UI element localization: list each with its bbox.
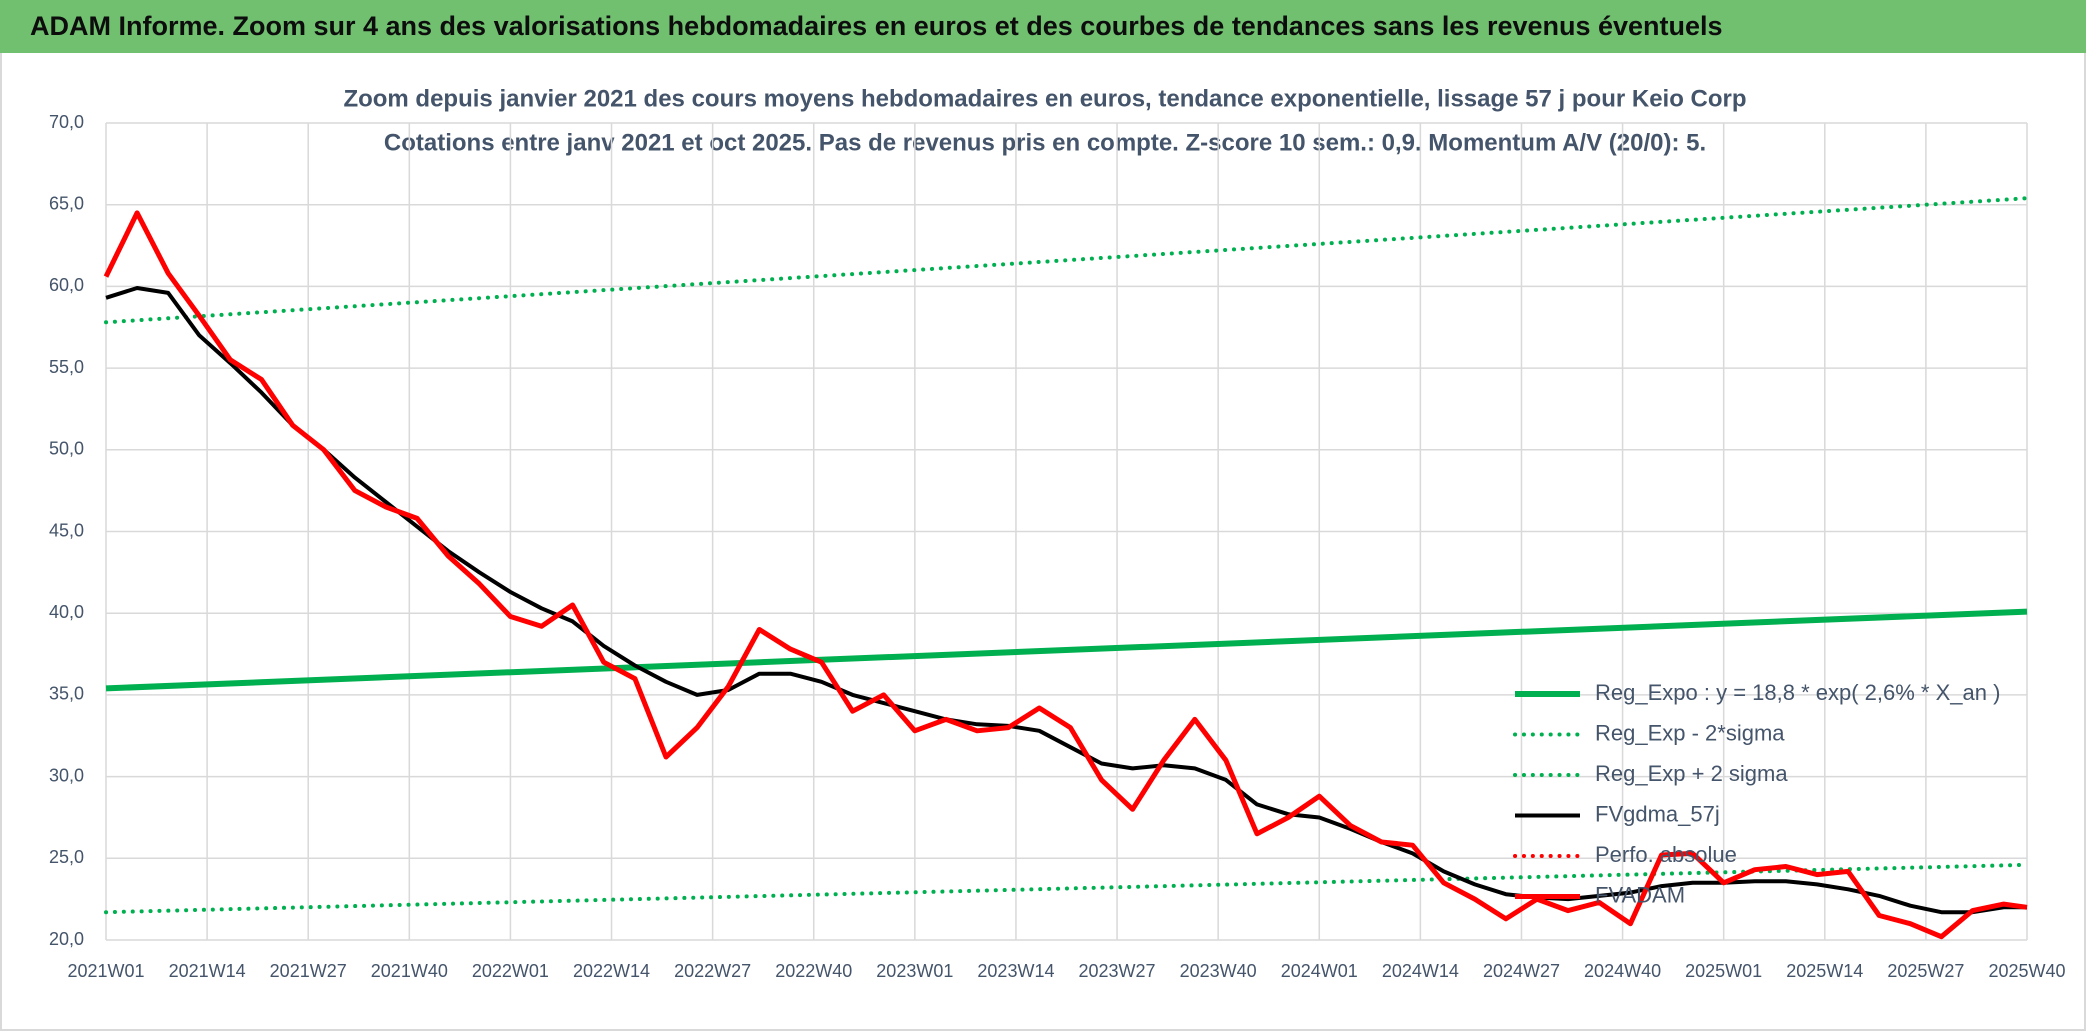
- y-tick-label: 65,0: [49, 193, 84, 213]
- legend-label: Reg_Exp - 2*sigma: [1595, 720, 1785, 745]
- legend-label: Reg_Exp + 2 sigma: [1595, 761, 1788, 786]
- x-tick-label: 2023W01: [876, 961, 953, 981]
- legend-label: Reg_Expo : y = 18,8 * exp( 2,6% * X_an ): [1595, 680, 2000, 705]
- y-tick-label: 45,0: [49, 520, 84, 540]
- x-tick-label: 2025W40: [1988, 961, 2065, 981]
- y-tick-label: 40,0: [49, 602, 84, 622]
- series-line: [105, 608, 2028, 692]
- y-tick-label: 55,0: [49, 357, 84, 377]
- x-tick-label: 2022W27: [674, 961, 751, 981]
- y-tick-label: 70,0: [49, 112, 84, 132]
- header-title: ADAM Informe. Zoom sur 4 ans des valoris…: [30, 11, 1723, 41]
- x-tick-label: 2022W14: [573, 961, 650, 981]
- x-tick-label: 2021W27: [270, 961, 347, 981]
- x-tick-label: 2024W27: [1483, 961, 1560, 981]
- x-tick-label: 2022W01: [472, 961, 549, 981]
- y-tick-label: 35,0: [49, 684, 84, 704]
- x-tick-label: 2021W14: [169, 961, 246, 981]
- x-tick-label: 2025W14: [1786, 961, 1863, 981]
- y-tick-label: 50,0: [49, 439, 84, 459]
- header-bar: [0, 0, 2086, 53]
- series-line: [104, 196, 2029, 325]
- legend-label: FVgdma_57j: [1595, 801, 1720, 826]
- y-tick-label: 60,0: [49, 275, 84, 295]
- x-tick-label: 2023W27: [1079, 961, 1156, 981]
- y-tick-label: 20,0: [49, 929, 84, 949]
- x-tick-label: 2023W14: [977, 961, 1054, 981]
- y-tick-label: 25,0: [49, 847, 84, 867]
- x-tick-label: 2025W27: [1887, 961, 1964, 981]
- x-tick-label: 2023W40: [1180, 961, 1257, 981]
- legend-label: Perfo. absolue: [1595, 842, 1737, 867]
- x-tick-label: 2022W40: [775, 961, 852, 981]
- y-tick-label: 30,0: [49, 765, 84, 785]
- x-tick-label: 2021W40: [371, 961, 448, 981]
- series-line: [103, 210, 2028, 940]
- chart-subtitle: Cotations entre janv 2021 et oct 2025. P…: [384, 129, 1706, 156]
- x-tick-label: 2024W40: [1584, 961, 1661, 981]
- chart-title: Zoom depuis janvier 2021 des cours moyen…: [343, 85, 1746, 112]
- x-tick-label: 2024W14: [1382, 961, 1459, 981]
- legend-label: FVADAM: [1595, 882, 1685, 907]
- x-tick-label: 2024W01: [1281, 961, 1358, 981]
- series-line: [104, 862, 2029, 915]
- x-tick-label: 2021W01: [67, 961, 144, 981]
- x-tick-label: 2025W01: [1685, 961, 1762, 981]
